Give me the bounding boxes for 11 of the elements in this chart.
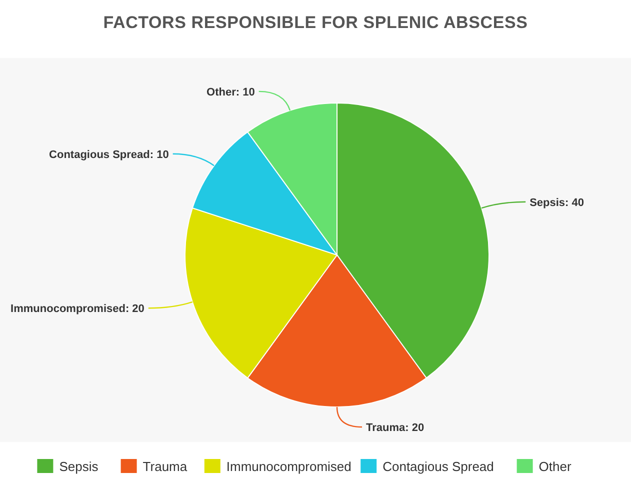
data-label: Sepsis: 40 [530, 196, 584, 209]
data-label: Immunocompromised: 20 [10, 303, 144, 316]
data-label: Trauma: 20 [366, 422, 424, 434]
legend-label: Other [538, 459, 572, 474]
chart-title: FACTORS RESPONSIBLE FOR SPLENIC ABSCESS [103, 13, 528, 32]
data-label: Other: 10 [206, 86, 255, 98]
legend-label: Trauma [142, 459, 188, 474]
legend-label: Sepsis [59, 459, 99, 474]
legend-label: Contagious Spread [382, 459, 494, 474]
legend-label: Immunocompromised [226, 459, 352, 474]
data-label: Contagious Spread: 10 [49, 148, 169, 161]
